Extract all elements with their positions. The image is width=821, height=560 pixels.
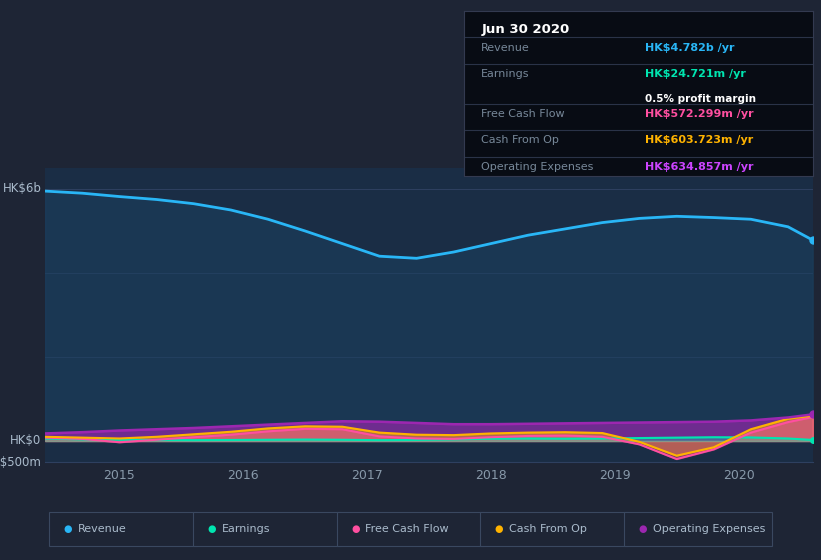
Text: Jun 30 2020: Jun 30 2020 (481, 23, 570, 36)
Text: HK$4.782b /yr: HK$4.782b /yr (645, 43, 735, 53)
Text: HK$634.857m /yr: HK$634.857m /yr (645, 161, 754, 171)
Text: Cash From Op: Cash From Op (481, 135, 559, 145)
Text: HK$572.299m /yr: HK$572.299m /yr (645, 109, 754, 119)
Text: Earnings: Earnings (481, 69, 530, 79)
Text: HK$603.723m /yr: HK$603.723m /yr (645, 135, 754, 145)
Text: Revenue: Revenue (481, 43, 530, 53)
Text: Cash From Op: Cash From Op (509, 524, 587, 534)
Text: Operating Expenses: Operating Expenses (481, 161, 594, 171)
Text: ●: ● (639, 524, 647, 534)
Text: HK$24.721m /yr: HK$24.721m /yr (645, 69, 746, 79)
Text: Free Cash Flow: Free Cash Flow (365, 524, 449, 534)
Text: Operating Expenses: Operating Expenses (653, 524, 765, 534)
Text: ●: ● (208, 524, 216, 534)
Text: Free Cash Flow: Free Cash Flow (481, 109, 565, 119)
Text: HK$6b: HK$6b (2, 183, 41, 195)
Text: 0.5% profit margin: 0.5% profit margin (645, 94, 756, 104)
Text: ●: ● (64, 524, 72, 534)
Text: Earnings: Earnings (222, 524, 270, 534)
Text: -HK$500m: -HK$500m (0, 455, 41, 469)
Text: Revenue: Revenue (78, 524, 126, 534)
Text: ●: ● (495, 524, 503, 534)
Text: HK$0: HK$0 (10, 435, 41, 447)
Text: ●: ● (351, 524, 360, 534)
